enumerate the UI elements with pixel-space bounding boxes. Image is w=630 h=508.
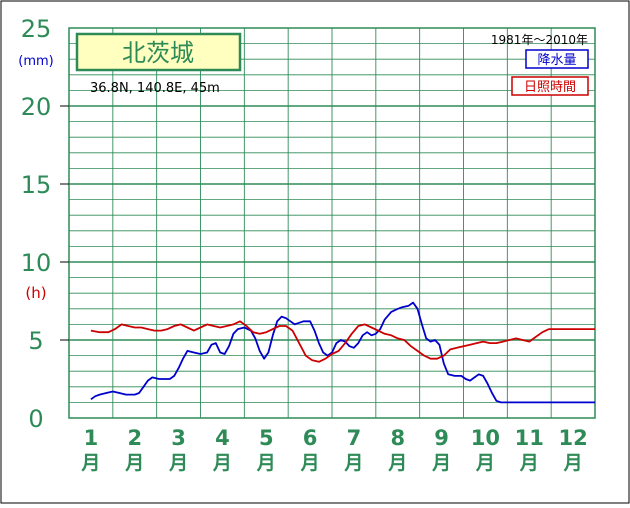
y-tick-label: 15 (21, 171, 52, 199)
title-background (75, 32, 242, 72)
x-tick-label: 10 (471, 426, 500, 450)
x-tick-label: 9 (434, 426, 449, 450)
legend-precip-box (525, 49, 589, 69)
x-tick-suffix: 月 (256, 452, 276, 474)
x-tick-suffix: 月 (124, 452, 144, 474)
x-tick-label: 12 (558, 426, 587, 450)
x-tick-label: 6 (303, 426, 318, 450)
x-tick-suffix: 月 (519, 452, 539, 474)
x-tick-suffix: 月 (343, 452, 363, 474)
x-tick-suffix: 月 (212, 452, 232, 474)
legend-sun-label: 日照時間 (524, 80, 576, 95)
legend-precip-label: 降水量 (537, 53, 576, 68)
x-tick-label: 5 (259, 426, 274, 450)
legend-sun-box (511, 76, 589, 96)
x-tick-suffix: 月 (300, 452, 320, 474)
x-tick-label: 3 (171, 426, 186, 450)
x-tick-suffix: 月 (387, 452, 407, 474)
y-tick-label: 10 (21, 249, 52, 277)
station-title: 北茨城 (122, 39, 194, 67)
sun-unit-label: (h) (25, 284, 46, 302)
x-tick-label: 8 (390, 426, 405, 450)
x-tick-suffix: 月 (475, 452, 495, 474)
legend: 降水量 日照時間 (511, 49, 589, 96)
x-tick-label: 1 (84, 426, 99, 450)
location-text: 36.8N, 140.8E, 45m (90, 81, 220, 96)
x-tick-suffix: 月 (563, 452, 583, 474)
precip-series-line (90, 301, 595, 404)
period-text: 1981年〜2010年 (491, 33, 588, 47)
x-tick-label: 4 (215, 426, 230, 450)
x-tick-label: 2 (127, 426, 142, 450)
precip-unit-label: (mm) (18, 54, 53, 69)
y-tick-label: 20 (21, 93, 52, 121)
y-tick-label: 25 (21, 15, 52, 43)
x-tick-label: 7 (347, 426, 362, 450)
y-tick-label: 5 (28, 327, 43, 355)
grid (60, 27, 596, 419)
sun-series-line (90, 320, 595, 363)
title-box: 北茨城 (75, 32, 242, 72)
x-tick-label: 11 (515, 426, 544, 450)
series-layer (90, 301, 595, 404)
x-tick-suffix: 月 (431, 452, 451, 474)
y-tick-label: 0 (28, 405, 43, 433)
x-tick-suffix: 月 (80, 452, 100, 474)
x-tick-suffix: 月 (168, 452, 188, 474)
